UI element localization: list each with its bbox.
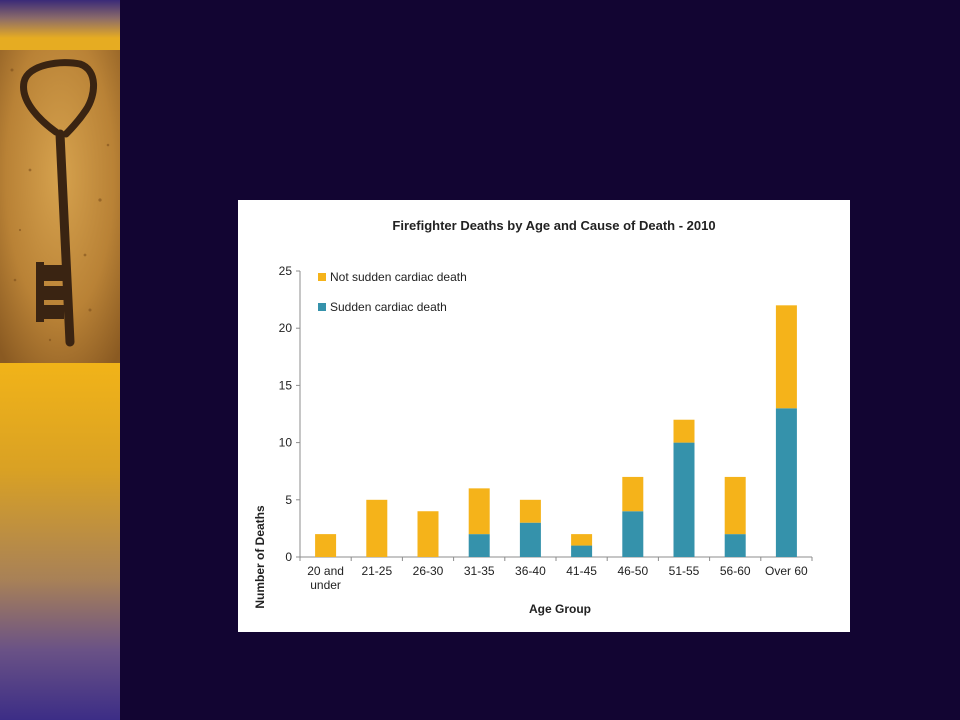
- x-tick-label: 56-60: [720, 564, 751, 578]
- x-tick-label: Over 60: [765, 564, 808, 578]
- y-tick-label: 25: [279, 264, 293, 278]
- x-tick-label: 31-35: [464, 564, 495, 578]
- skeleton-key-image: [0, 50, 120, 363]
- bar-sudden-cardiac: [519, 522, 541, 557]
- bar-not-sudden-cardiac: [366, 499, 388, 557]
- bar-not-sudden-cardiac: [724, 476, 746, 535]
- x-tick-label: 21-25: [361, 564, 392, 578]
- stacked-bar-chart: Firefighter Deaths by Age and Cause of D…: [253, 218, 813, 616]
- y-tick-label: 15: [279, 378, 293, 392]
- x-tick-label: 26-30: [413, 564, 444, 578]
- x-axis-title: Age Group: [529, 602, 591, 616]
- bar-sudden-cardiac: [622, 511, 644, 557]
- x-tick-label: 46-50: [617, 564, 648, 578]
- bar-sudden-cardiac: [468, 534, 490, 557]
- bar-not-sudden-cardiac: [519, 499, 541, 523]
- chart-panel: Firefighter Deaths by Age and Cause of D…: [238, 200, 850, 632]
- y-tick-label: 0: [285, 550, 292, 564]
- bar-not-sudden-cardiac: [673, 419, 695, 443]
- bar-not-sudden-cardiac: [417, 511, 439, 557]
- y-tick-label: 10: [279, 436, 293, 450]
- legend-label: Sudden cardiac death: [330, 300, 447, 314]
- bar-not-sudden-cardiac: [315, 534, 337, 557]
- y-axis-title: Number of Deaths: [253, 505, 267, 609]
- bar-sudden-cardiac: [775, 408, 797, 557]
- bar-not-sudden-cardiac: [775, 305, 797, 409]
- x-tick-label: 36-40: [515, 564, 546, 578]
- bar-sudden-cardiac: [571, 545, 593, 557]
- y-tick-label: 20: [279, 321, 293, 335]
- legend-swatch: [318, 303, 326, 311]
- x-tick-label: 20 and: [307, 564, 344, 578]
- bar-not-sudden-cardiac: [571, 534, 593, 546]
- chart-title: Firefighter Deaths by Age and Cause of D…: [392, 218, 715, 233]
- legend-swatch: [318, 273, 326, 281]
- legend-label: Not sudden cardiac death: [330, 270, 467, 284]
- bar-not-sudden-cardiac: [468, 488, 490, 535]
- bar-not-sudden-cardiac: [622, 476, 644, 512]
- bar-sudden-cardiac: [673, 442, 695, 557]
- y-tick-label: 5: [285, 493, 292, 507]
- x-tick-label: 41-45: [566, 564, 597, 578]
- x-tick-label: under: [310, 578, 341, 592]
- bar-sudden-cardiac: [724, 534, 746, 557]
- x-tick-label: 51-55: [669, 564, 700, 578]
